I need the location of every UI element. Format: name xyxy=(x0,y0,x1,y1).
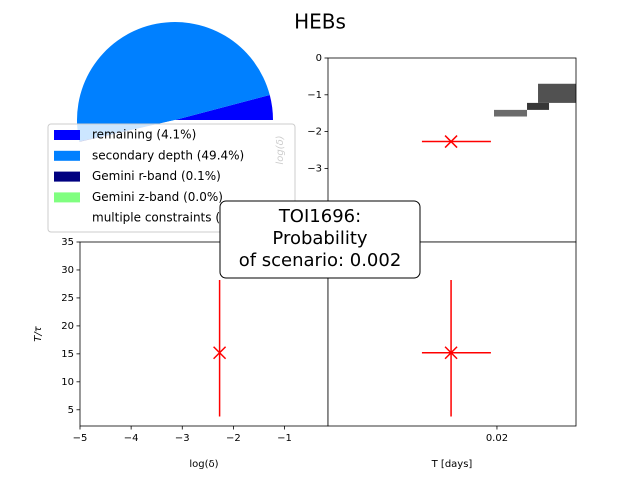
y-tick-label: 5 xyxy=(68,405,74,416)
overlay-layer: remaining (4.1%) secondary depth (49.4%) G… xyxy=(47,123,421,279)
heatmap-cell xyxy=(538,83,576,103)
legend-swatch xyxy=(54,130,80,140)
y-tick-label: −2 xyxy=(307,127,322,138)
x-axis-label: log(δ) xyxy=(189,459,218,470)
heatmap-cell xyxy=(527,102,550,110)
point-marker xyxy=(444,346,458,360)
legend-swatch xyxy=(54,213,80,224)
y-tick-label: 10 xyxy=(61,377,74,388)
legend-label: Gemini r-band (0.1%) xyxy=(92,169,221,183)
y-tick-label: 25 xyxy=(61,293,74,304)
x-tick-label: −5 xyxy=(73,433,88,444)
figure-title: HEBs xyxy=(294,10,346,34)
y-tick-label: 20 xyxy=(61,321,74,332)
pie-wedge xyxy=(77,22,270,142)
y-tick-label: −1 xyxy=(307,90,322,101)
heatmap-cell xyxy=(494,109,528,117)
legend-label: remaining (4.1%) xyxy=(92,128,196,142)
annotation-line: of scenario: 0.002 xyxy=(239,250,402,271)
point-marker xyxy=(444,135,458,149)
pie-wedge xyxy=(175,95,273,120)
y-tick-label: 35 xyxy=(61,237,74,248)
x-axis-label: T [days] xyxy=(431,459,473,470)
y-tick-label: 30 xyxy=(61,265,74,276)
x-tick-label: 0.02 xyxy=(486,433,508,444)
annotation-line: Probability xyxy=(272,228,367,249)
y-tick-label: 0 xyxy=(316,53,322,64)
legend-swatch xyxy=(54,192,80,203)
annotation-line: TOI1696: xyxy=(278,206,361,227)
annotation-frame xyxy=(219,200,421,279)
legend-label: secondary depth (49.4%) xyxy=(92,148,244,162)
x-tick-label: −3 xyxy=(175,433,190,444)
legend-label: Gemini z-band (0.0%) xyxy=(92,190,223,204)
axes-frame xyxy=(327,241,577,427)
y-tick-label: 15 xyxy=(61,349,74,360)
x-tick-label: −2 xyxy=(226,433,241,444)
legend-swatch xyxy=(54,171,80,182)
x-tick-label: −1 xyxy=(277,433,292,444)
x-tick-label: −4 xyxy=(124,433,139,444)
y-tick-label: −3 xyxy=(307,163,322,174)
point-marker xyxy=(213,346,227,360)
legend-swatch xyxy=(54,150,80,161)
y-axis-label: T/τ xyxy=(33,325,44,341)
